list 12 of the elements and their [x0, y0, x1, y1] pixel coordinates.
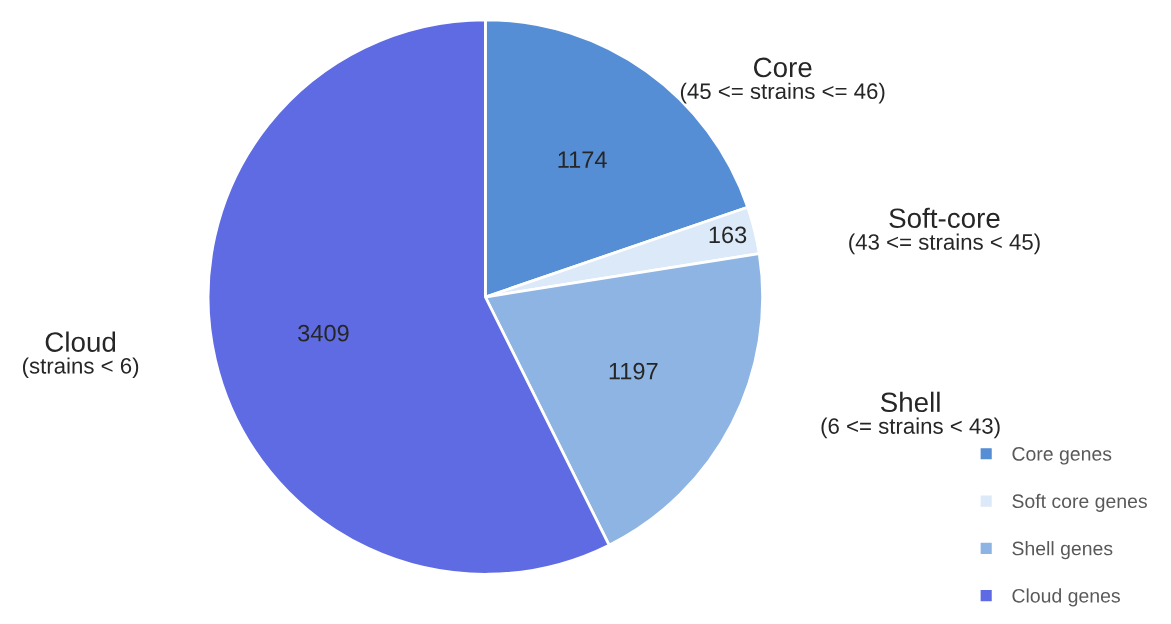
data-label: 1197: [609, 362, 658, 380]
text: Cloud (strains < 6): [22, 331, 139, 379]
legend-label: Cloud genes: [1012, 588, 1120, 607]
data-label: 1174: [558, 151, 607, 168]
data-label: 3409: [298, 324, 349, 342]
text: Core (45 <= strains <= 46): [680, 57, 885, 104]
data-label: 163: [709, 226, 747, 244]
text: Shell (6 <= strains < 43): [821, 391, 1000, 439]
legend-label: Core genes: [1012, 447, 1112, 465]
text: Soft-core (43 <= strains < 45): [849, 207, 1040, 255]
legend-label: Shell genes: [1012, 541, 1113, 560]
legend-label: Soft core genes: [1012, 493, 1147, 512]
